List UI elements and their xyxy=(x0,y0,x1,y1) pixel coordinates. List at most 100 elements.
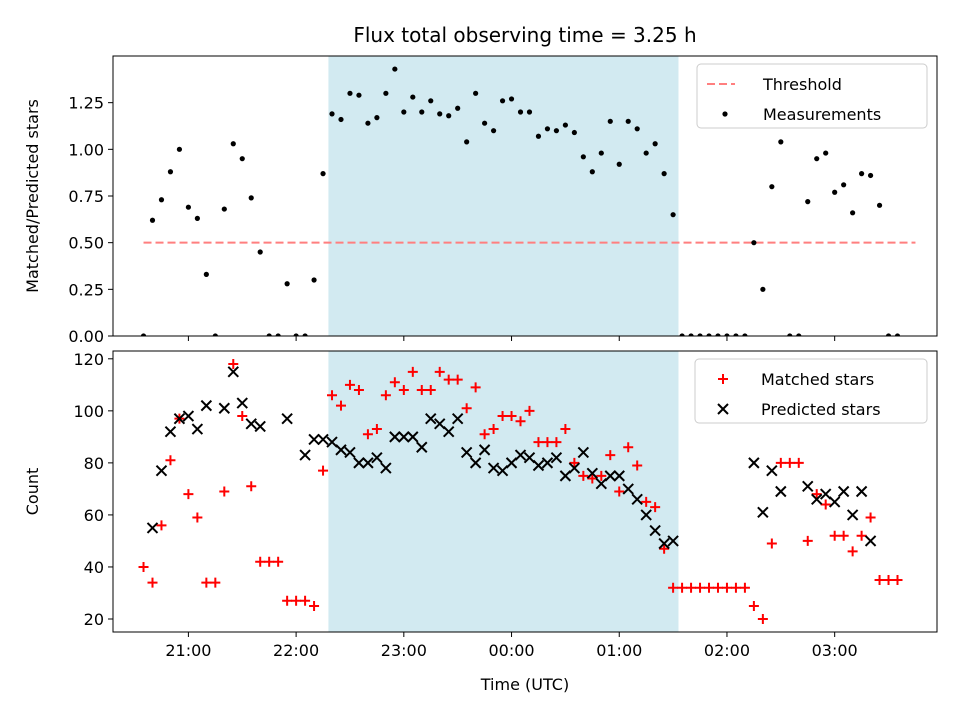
data-point xyxy=(742,333,748,336)
data-point xyxy=(482,120,488,126)
data-point xyxy=(416,441,428,453)
y-tick-label: 40 xyxy=(84,558,104,577)
data-point xyxy=(659,543,670,554)
data-point xyxy=(469,457,482,469)
data-point xyxy=(846,509,859,521)
data-point xyxy=(282,595,293,606)
data-point xyxy=(677,582,688,593)
data-point xyxy=(362,457,374,469)
data-point xyxy=(248,195,254,201)
data-point xyxy=(210,577,221,588)
data-point xyxy=(401,109,407,115)
data-point xyxy=(194,215,200,221)
data-point xyxy=(580,154,586,160)
data-point xyxy=(335,400,346,411)
data-point xyxy=(239,156,245,162)
legend: Threshold Measurements xyxy=(696,63,928,129)
data-point xyxy=(814,156,820,162)
y-tick-label: 0.50 xyxy=(68,234,104,253)
data-point xyxy=(442,425,455,438)
data-point xyxy=(598,150,604,156)
data-point xyxy=(237,411,248,422)
data-point xyxy=(668,582,679,593)
x-tick-label: 22:00 xyxy=(273,641,319,660)
data-point xyxy=(838,530,849,541)
y-tick-label: 1.00 xyxy=(68,140,104,159)
data-point xyxy=(389,431,401,443)
data-point xyxy=(778,139,784,145)
data-point xyxy=(380,390,391,401)
data-point xyxy=(859,171,865,177)
data-point xyxy=(156,520,167,531)
data-point xyxy=(643,150,649,156)
data-point xyxy=(291,595,302,606)
data-point xyxy=(329,111,335,117)
data-point xyxy=(757,613,768,624)
data-point xyxy=(191,423,204,435)
data-point xyxy=(775,485,787,498)
data-point xyxy=(712,582,723,593)
data-point xyxy=(353,457,365,469)
x-tick-label: 01:00 xyxy=(596,641,642,660)
data-point xyxy=(505,457,518,469)
data-point xyxy=(695,582,706,593)
data-point xyxy=(751,240,757,246)
data-point xyxy=(245,418,257,430)
data-point xyxy=(327,390,338,401)
data-point xyxy=(371,451,383,464)
data-point xyxy=(416,385,427,396)
data-point xyxy=(479,429,490,440)
data-point xyxy=(147,577,158,588)
data-point xyxy=(344,446,356,459)
data-point xyxy=(383,90,389,96)
plot-area xyxy=(138,359,903,624)
data-point xyxy=(766,464,778,477)
legend-predicted-swatch xyxy=(717,403,729,415)
data-point xyxy=(769,184,775,190)
data-point xyxy=(535,133,542,139)
data-point xyxy=(362,429,373,440)
data-point xyxy=(201,577,212,588)
data-point xyxy=(407,366,418,377)
x-tick-label: 02:00 xyxy=(704,641,750,660)
data-point xyxy=(688,333,694,336)
data-point xyxy=(219,486,230,497)
y-tick-label: 100 xyxy=(73,402,104,421)
data-point xyxy=(595,477,608,490)
data-point xyxy=(652,141,658,147)
x-tick-label: 21:00 xyxy=(165,641,211,660)
data-point xyxy=(460,446,473,459)
data-point xyxy=(823,150,829,156)
x-tick-label: 00:00 xyxy=(488,641,534,660)
data-point xyxy=(784,457,795,468)
data-point xyxy=(478,444,491,456)
data-point xyxy=(667,535,679,547)
data-point xyxy=(356,92,362,98)
data-point xyxy=(183,489,194,500)
data-point xyxy=(829,530,840,541)
data-point xyxy=(200,399,213,412)
y-axis-label: Matched/Predicted stars xyxy=(23,99,42,293)
y-tick-label: 0.75 xyxy=(68,187,104,206)
data-point xyxy=(670,212,676,218)
data-point xyxy=(335,444,347,456)
data-point xyxy=(320,171,326,177)
series-measurements xyxy=(140,66,901,336)
data-point xyxy=(697,333,703,336)
data-point xyxy=(568,462,581,474)
data-point xyxy=(246,481,257,492)
data-point xyxy=(607,118,613,124)
data-point xyxy=(374,115,380,121)
data-point xyxy=(613,470,625,482)
data-point xyxy=(227,366,239,378)
y-axis-label: Count xyxy=(23,468,42,516)
y-tick-label: 120 xyxy=(73,350,104,369)
data-point xyxy=(828,496,841,508)
data-point xyxy=(614,486,625,497)
data-point xyxy=(550,451,563,464)
data-point xyxy=(300,595,311,606)
data-point xyxy=(850,210,856,216)
data-point xyxy=(173,412,186,425)
data-point xyxy=(497,411,508,422)
